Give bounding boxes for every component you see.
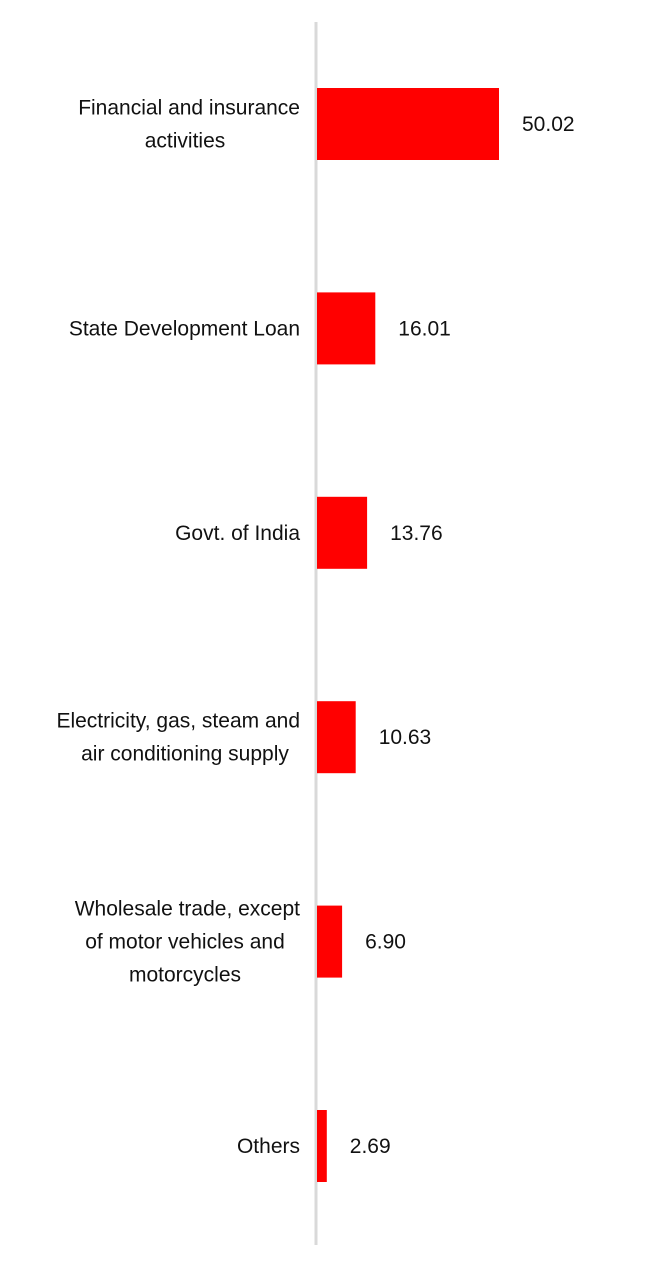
category-label-line: activities [145, 130, 226, 153]
value-label-6: 2.69 [350, 1135, 391, 1158]
bar-1 [317, 88, 499, 160]
category-label-2: State Development Loan [69, 317, 300, 340]
bar-4 [317, 701, 356, 774]
category-label-line: Wholesale trade, except [75, 898, 300, 921]
value-labels-group: 50.02 16.01 13.76 10.63 6.90 2.69 [350, 113, 575, 1158]
bar-3 [317, 496, 368, 569]
value-label-4: 10.63 [379, 726, 432, 749]
category-label-line: Others [237, 1135, 300, 1158]
category-label-4: Electricity, gas, steam and air condition… [56, 710, 300, 766]
value-label-2: 16.01 [398, 317, 451, 340]
category-label-line: of motor vehicles and [85, 931, 285, 954]
value-label-5: 6.90 [365, 931, 406, 954]
category-label-line: air conditioning supply [81, 743, 289, 766]
value-label-3: 13.76 [390, 522, 443, 545]
category-label-6: Others [237, 1135, 300, 1158]
category-labels-group: Financial and insurance activities State D… [56, 97, 300, 1159]
category-label-line: State Development Loan [69, 317, 300, 340]
bar-5 [317, 905, 343, 978]
category-label-line: Govt. of India [175, 522, 300, 545]
value-label-1: 50.02 [522, 113, 575, 136]
bar-6 [317, 1110, 327, 1182]
bar-2 [317, 292, 376, 365]
category-label-5: Wholesale trade, except of motor vehicles… [75, 898, 300, 987]
category-label-line: Electricity, gas, steam and [56, 710, 300, 733]
category-label-line: Financial and insurance [78, 97, 300, 120]
category-label-1: Financial and insurance activities [78, 97, 300, 153]
category-label-3: Govt. of India [175, 522, 300, 545]
bars-group [317, 88, 499, 1182]
category-label-line: motorcycles [129, 964, 241, 987]
